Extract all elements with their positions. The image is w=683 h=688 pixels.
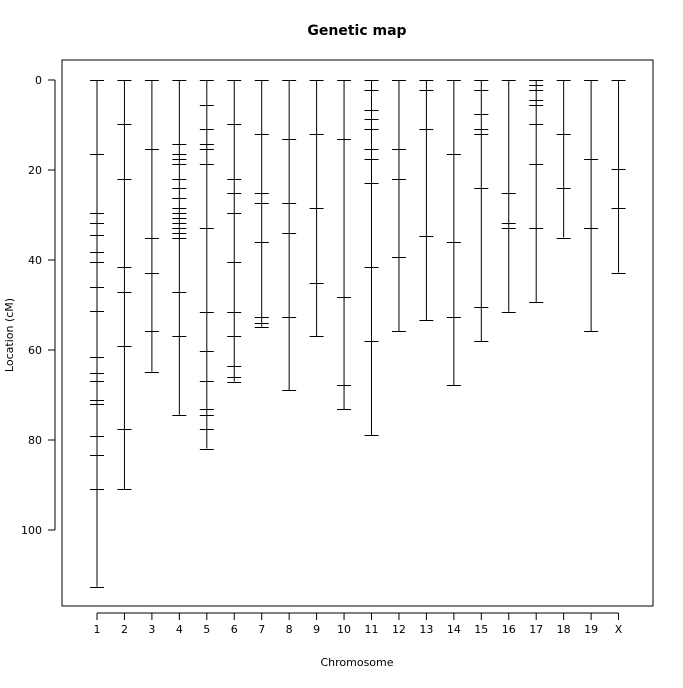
x-tick-label: 9 <box>313 623 320 636</box>
x-axis-label: Chromosome <box>320 656 393 669</box>
x-tick-label: 16 <box>502 623 516 636</box>
x-tick-label: 10 <box>337 623 351 636</box>
x-tick-label: 1 <box>94 623 101 636</box>
x-tick-label: 18 <box>557 623 571 636</box>
x-tick-label: 11 <box>365 623 379 636</box>
x-tick-label: X <box>615 623 623 636</box>
x-tick-label: 12 <box>392 623 406 636</box>
x-axis: 1 2 3 4 5 6 7 8 9 10 11 12 13 14 15 16 17 18 19 X <box>94 612 623 636</box>
chromosome-17 <box>529 80 544 303</box>
x-tick-label: 14 <box>447 623 461 636</box>
y-tick-label: 20 <box>28 164 42 177</box>
chromosome-2 <box>117 80 132 490</box>
chromosome-1 <box>90 80 104 588</box>
chromosome-X <box>611 80 626 274</box>
x-tick-label: 5 <box>203 623 210 636</box>
chromosome-15 <box>474 80 489 342</box>
chromosome-4 <box>172 80 187 416</box>
chromosome-9 <box>309 80 324 337</box>
chromosome-16 <box>501 80 516 313</box>
x-tick-label: 13 <box>419 623 433 636</box>
chromosome-series <box>90 80 626 588</box>
y-axis: 0 20 40 60 80 100 <box>21 74 56 537</box>
chromosome-5 <box>199 80 214 450</box>
y-tick-label: 0 <box>35 74 42 87</box>
y-tick-label: 80 <box>28 434 42 447</box>
chromosome-12 <box>391 80 406 332</box>
x-tick-label: 17 <box>529 623 543 636</box>
chromosome-11 <box>364 80 379 436</box>
x-tick-label: 15 <box>474 623 488 636</box>
chromosome-10 <box>337 80 352 410</box>
plot-frame <box>61 59 654 607</box>
y-tick-label: 100 <box>21 524 42 537</box>
chart-title: Genetic map <box>307 23 406 39</box>
y-tick-label: 60 <box>28 344 42 357</box>
x-tick-label: 19 <box>584 623 598 636</box>
x-tick-label: 7 <box>258 623 265 636</box>
chromosome-3 <box>144 80 159 373</box>
y-tick-label: 40 <box>28 254 42 267</box>
chromosome-7 <box>254 80 269 328</box>
chromosome-6 <box>227 80 242 383</box>
chromosome-19 <box>584 80 599 332</box>
x-tick-label: 4 <box>176 623 183 636</box>
chromosome-8 <box>282 80 297 391</box>
x-tick-label: 6 <box>231 623 238 636</box>
x-tick-label: 8 <box>286 623 293 636</box>
chromosome-13 <box>419 80 434 321</box>
y-axis-label: Location (cM) <box>3 298 16 372</box>
chromosome-18 <box>556 80 571 239</box>
x-tick-label: 3 <box>148 623 155 636</box>
chromosome-14 <box>446 80 461 386</box>
x-tick-label: 2 <box>121 623 128 636</box>
